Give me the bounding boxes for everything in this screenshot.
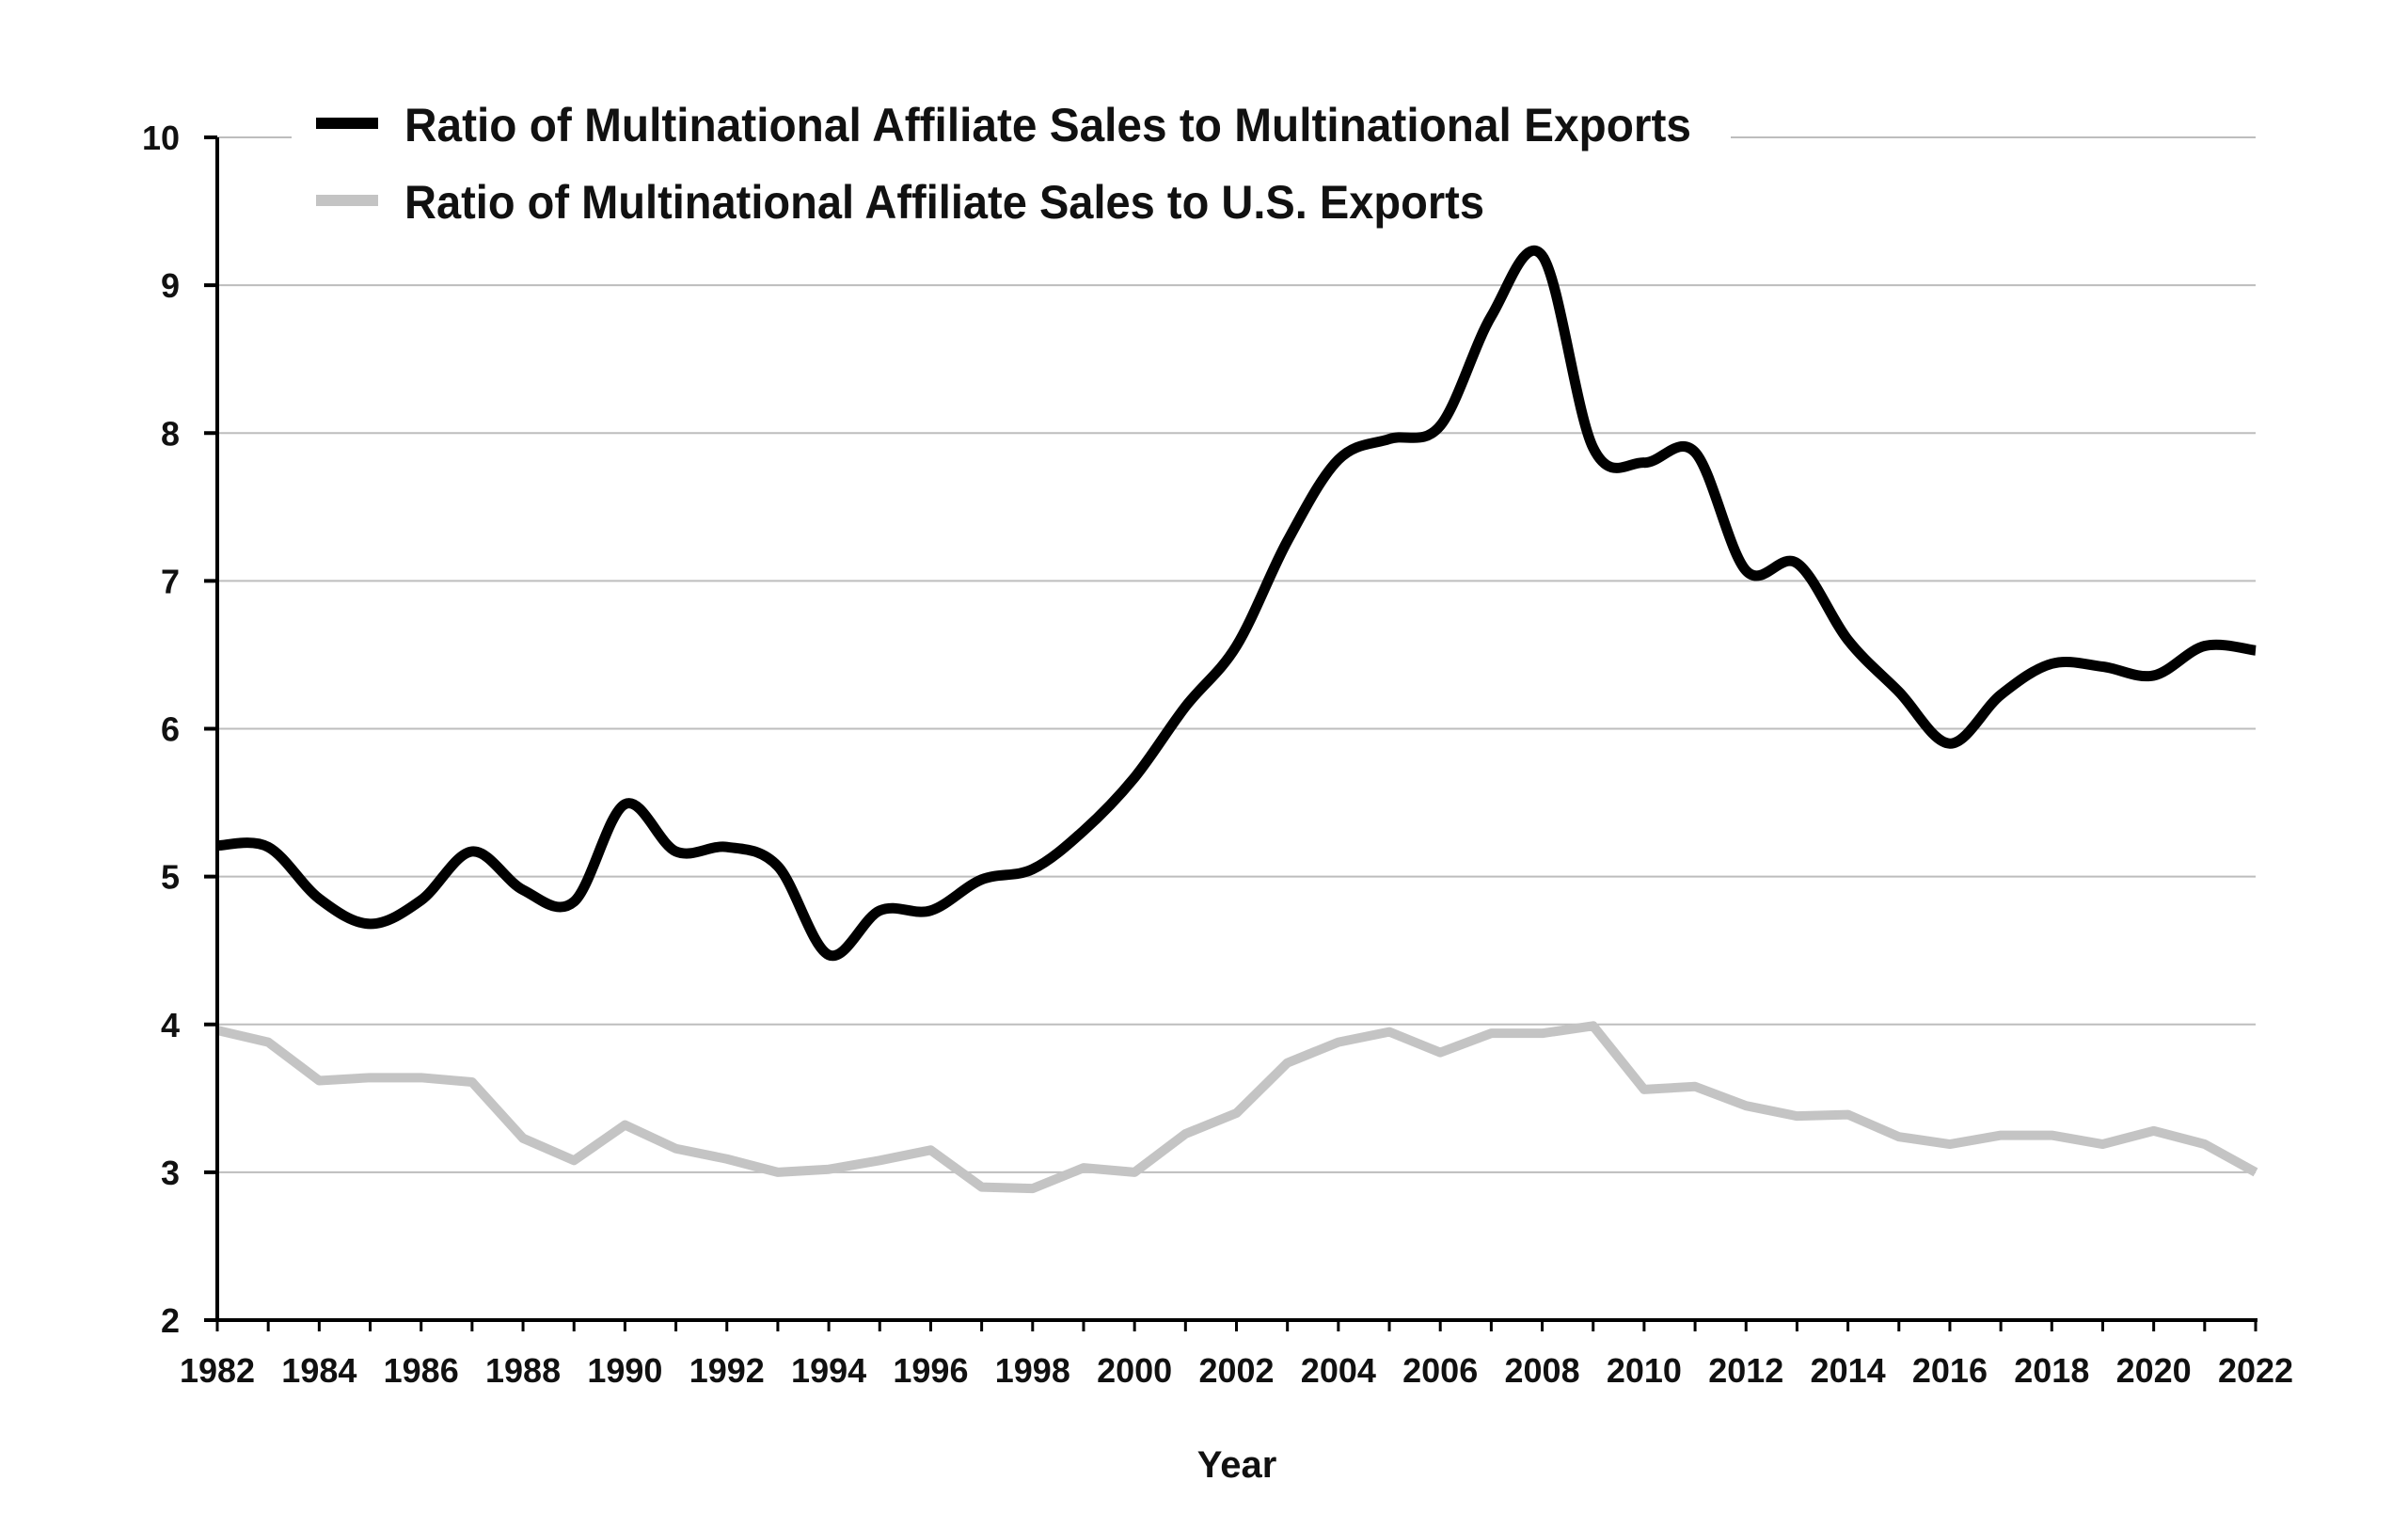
x-tick-label: 2012 xyxy=(1708,1351,1783,1390)
axes: 2 3 4 5 6 7 8 9 10 1982 1984 1986 1988 1990 1992 1994 19… xyxy=(142,119,2293,1390)
x-tick-label: 2006 xyxy=(1402,1351,1478,1390)
x-tick-label: 2020 xyxy=(2116,1351,2192,1390)
x-tick-label: 1992 xyxy=(689,1351,765,1390)
x-tick-label: 2014 xyxy=(1811,1351,1886,1390)
x-axis-label: Year xyxy=(1197,1444,1277,1486)
y-tick-label: 4 xyxy=(161,1006,180,1044)
series-line-0 xyxy=(216,245,2257,962)
series-line-1 xyxy=(215,1021,2258,1194)
y-tick-label: 2 xyxy=(161,1301,180,1340)
x-tick-label: 1982 xyxy=(180,1351,255,1390)
gridlines xyxy=(217,136,2256,1173)
x-tick-label: 1998 xyxy=(995,1351,1070,1390)
x-tick-label: 2002 xyxy=(1198,1351,1274,1390)
series-lines xyxy=(215,245,2258,1194)
x-tick-label: 1984 xyxy=(281,1351,356,1390)
x-tick-label: 2004 xyxy=(1301,1351,1376,1390)
y-tick-label: 7 xyxy=(161,562,180,600)
x-tick-label: 2016 xyxy=(1912,1351,1988,1390)
x-tick-label: 2000 xyxy=(1097,1351,1172,1390)
legend: Ratio of Multinational Affiliate Sales t… xyxy=(292,89,1731,240)
y-tick-label: 3 xyxy=(161,1154,180,1192)
legend-background xyxy=(292,89,1731,240)
legend-label-multinational-exports: Ratio of Multinational Affiliate Sales t… xyxy=(404,99,1691,151)
x-tick-label: 1986 xyxy=(384,1351,459,1390)
legend-label-us-exports: Ratio of Multinational Affiliate Sales t… xyxy=(404,176,1484,229)
x-tick-label: 1990 xyxy=(587,1351,662,1390)
x-tick-label: 2022 xyxy=(2218,1351,2293,1390)
x-tick-label: 1988 xyxy=(485,1351,561,1390)
x-tick-label: 1994 xyxy=(791,1351,866,1390)
x-tick-label: 1996 xyxy=(893,1351,968,1390)
y-tick-label: 6 xyxy=(161,710,180,749)
y-tick-label: 8 xyxy=(161,414,180,453)
y-tick-label: 10 xyxy=(142,119,180,157)
y-tick-label: 5 xyxy=(161,858,180,897)
x-tick-label: 2008 xyxy=(1505,1351,1580,1390)
x-tick-label: 2010 xyxy=(1607,1351,1682,1390)
x-tick-label: 2018 xyxy=(2014,1351,2089,1390)
y-tick-label: 9 xyxy=(161,266,180,305)
